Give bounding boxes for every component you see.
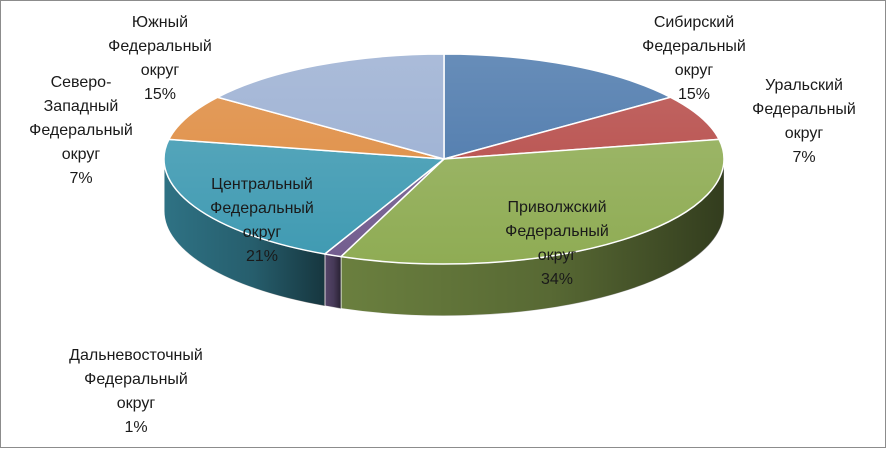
slice-percent: 34% xyxy=(540,271,574,288)
pie-slice-4-side-shade xyxy=(164,159,325,307)
slice-label-central: Центральный Федеральный округ 21% xyxy=(187,173,337,269)
slice-label-line: округ xyxy=(242,224,282,241)
slice-label-line: Дальневосточный xyxy=(69,347,203,364)
slice-label-line: округ xyxy=(116,395,156,412)
pie-slice-3-side-shade xyxy=(324,254,341,309)
slice-label-southern: Южный Федеральный округ 15% xyxy=(85,11,235,107)
slice-label-line: Федеральный xyxy=(29,122,133,139)
slice-label-line: Южный xyxy=(131,14,189,31)
slice-label-line: Федеральный xyxy=(108,38,212,55)
slice-label-line: округ xyxy=(784,125,824,142)
slice-label-line: Уральский xyxy=(765,77,843,94)
slice-label-far-eastern: Дальневосточный Федеральный округ 1% xyxy=(36,344,236,440)
slice-label-line: Западный xyxy=(43,98,119,115)
slice-label-line: округ xyxy=(61,146,101,163)
slice-percent: 15% xyxy=(143,86,177,103)
slice-label-line: Северо- xyxy=(50,74,112,91)
slice-label-line: Федеральный xyxy=(84,371,188,388)
slice-percent: 1% xyxy=(124,419,148,436)
slice-label-siberian: Сибирский Федеральный округ 15% xyxy=(614,11,774,107)
slice-percent: 21% xyxy=(245,248,279,265)
pie-top-highlight xyxy=(164,54,724,264)
slice-label-line: округ xyxy=(140,62,180,79)
slice-label-line: Федеральный xyxy=(752,101,856,118)
slice-label-line: Центральный xyxy=(211,176,313,193)
slice-label-volga: Приволжский Федеральный округ 34% xyxy=(477,196,637,292)
slice-label-line: Сибирский xyxy=(653,14,735,31)
slice-percent: 15% xyxy=(677,86,711,103)
slice-label-northwestern: Северо- Западный Федеральный округ 7% xyxy=(11,71,151,191)
slice-percent: 7% xyxy=(792,149,816,166)
pie-slice-2-side-shade xyxy=(340,159,724,316)
slice-label-ural: Уральский Федеральный округ 7% xyxy=(729,74,879,170)
slice-percent: 7% xyxy=(69,170,93,187)
slice-label-line: Федеральный xyxy=(642,38,746,55)
slice-label-line: округ xyxy=(537,247,577,264)
slice-label-line: округ xyxy=(674,62,714,79)
slice-label-line: Федеральный xyxy=(505,223,609,240)
slice-label-line: Федеральный xyxy=(210,200,314,217)
slice-label-line: Приволжский xyxy=(507,199,607,216)
